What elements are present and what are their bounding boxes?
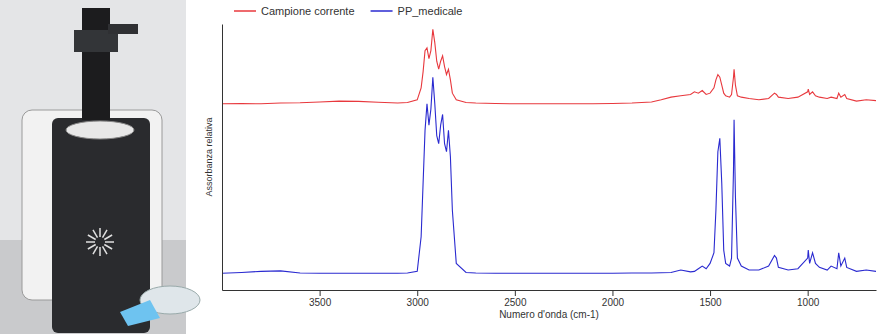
x-tick-label: 3500 xyxy=(309,297,332,308)
x-tick: 3500 xyxy=(309,290,332,308)
legend-swatch xyxy=(371,10,393,12)
logo-ray xyxy=(88,235,96,240)
photo-background xyxy=(0,0,186,334)
logo-ray xyxy=(104,235,112,240)
x-tick-mark xyxy=(612,290,613,296)
legend-item: Campione corrente xyxy=(234,5,355,17)
sample-piece xyxy=(120,300,160,326)
x-tick-mark xyxy=(417,290,418,296)
x-tick-label: 1500 xyxy=(699,297,722,308)
x-tick-mark xyxy=(808,290,809,296)
x-tick: 3000 xyxy=(407,290,430,308)
logo-ray xyxy=(99,247,101,256)
x-tick: 2500 xyxy=(504,290,527,308)
legend-label: Campione corrente xyxy=(261,5,355,17)
x-tick: 2000 xyxy=(602,290,625,308)
y-axis-title: Assorbanza relativa xyxy=(204,117,214,196)
x-tick-mark xyxy=(320,290,321,296)
x-axis-title: Numero d'onda (cm-1) xyxy=(499,309,599,320)
legend-item: PP_medicale xyxy=(371,5,463,17)
figure: 3500 3000 2500 2000 1500 1000 Numero d'onda (c… xyxy=(0,0,886,334)
instrument-front xyxy=(52,118,150,333)
logo-ray xyxy=(93,230,98,238)
logo-ray xyxy=(103,246,108,254)
y-axis xyxy=(222,25,223,291)
instrument-tower xyxy=(82,8,110,120)
logo-ray xyxy=(105,241,114,243)
logo-ray xyxy=(103,230,108,238)
instrument-logo xyxy=(86,228,114,256)
spectrum-line xyxy=(222,29,876,103)
legend: Campione corrente PP_medicale xyxy=(234,5,462,17)
x-tick: 1000 xyxy=(797,290,820,308)
logo-ray xyxy=(88,245,96,250)
instrument-crystal xyxy=(66,121,134,139)
x-tick-label: 1000 xyxy=(797,297,820,308)
x-tick-label: 2500 xyxy=(504,297,527,308)
plot-lines xyxy=(222,29,876,273)
logo-ray xyxy=(93,246,98,254)
logo-ray xyxy=(104,245,112,250)
legend-label: PP_medicale xyxy=(398,5,463,17)
legend-swatch xyxy=(234,10,256,12)
x-tick-mark xyxy=(515,290,516,296)
instrument-photo xyxy=(0,0,200,334)
instrument-arm xyxy=(108,24,138,34)
x-tick: 1500 xyxy=(699,290,722,308)
x-tick-label: 3000 xyxy=(407,297,430,308)
x-axis: 3500 3000 2500 2000 1500 1000 xyxy=(223,290,877,308)
logo-ray xyxy=(86,241,95,243)
spectrum-line xyxy=(222,77,876,273)
x-tick-mark xyxy=(710,290,711,296)
y-axis-line xyxy=(222,25,223,291)
x-tick-label: 2000 xyxy=(602,297,625,308)
logo-ray xyxy=(99,228,101,237)
